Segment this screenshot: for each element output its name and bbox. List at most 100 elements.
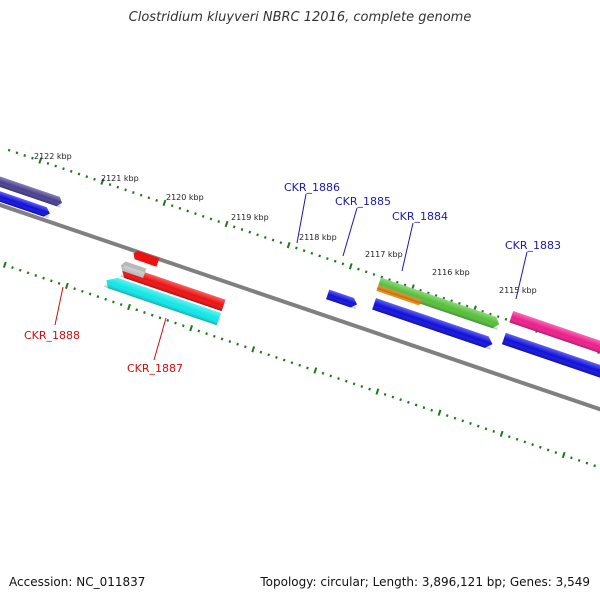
- tick-label: 2117 kbp: [365, 250, 403, 259]
- tick-label: 2121 kbp: [101, 174, 139, 183]
- label-ckr-1886[interactable]: CKR_1886: [284, 181, 340, 194]
- accession-text: Accession: NC_011837: [9, 575, 146, 589]
- tick-dot-inner: [135, 308, 139, 312]
- tick-dot-outer: [302, 249, 306, 253]
- label-ckr-1887[interactable]: CKR_1887: [127, 362, 183, 375]
- tick-dot-outer: [31, 156, 34, 160]
- tick-dot-outer: [85, 175, 89, 179]
- tick-dot-outer: [504, 317, 508, 321]
- tick-dot-outer: [217, 220, 221, 224]
- tick-dot-inner: [298, 363, 302, 367]
- tick-dot-inner: [554, 451, 558, 455]
- tick-dot-inner: [507, 435, 511, 439]
- tick-dot-outer: [348, 263, 353, 270]
- label-ckr-1883[interactable]: CKR_1883: [505, 239, 561, 252]
- tick-dot-inner: [469, 422, 472, 425]
- tick-dot-inner: [259, 350, 263, 354]
- tick-dot-outer: [341, 262, 345, 266]
- label-ckr-1884[interactable]: CKR_1884: [392, 210, 448, 223]
- tick-dot-inner: [290, 361, 294, 365]
- tick-dot-inner: [174, 321, 177, 325]
- tick-dot-inner: [407, 400, 410, 404]
- tick-dot-outer: [77, 172, 81, 176]
- tick-dot-inner: [461, 419, 465, 423]
- tick-dot-inner: [360, 385, 364, 388]
- tick-dot-outer: [240, 228, 244, 231]
- tick-dot-inner: [430, 408, 434, 412]
- tick-dot-inner: [585, 461, 589, 465]
- gene-reverse-red-small[interactable]: [132, 250, 160, 267]
- tick-dot-outer: [279, 241, 283, 245]
- tick-dot-inner: [236, 342, 239, 346]
- tick-dot-outer: [232, 225, 236, 229]
- tick-dot-inner: [275, 355, 278, 359]
- tick-dot-inner: [329, 374, 333, 378]
- tick-dot-inner: [112, 300, 115, 304]
- tick-dot-outer: [194, 212, 197, 216]
- tick-dot-outer: [286, 242, 291, 249]
- label-ckr-1885[interactable]: CKR_1885: [335, 195, 391, 208]
- map-title: Clostridium kluyveri NBRC 12016, complet…: [128, 10, 472, 25]
- tick-dot-outer: [23, 154, 26, 157]
- tick-dot-outer: [263, 235, 267, 239]
- tick-dot-outer: [15, 151, 19, 155]
- tick-dot-inner: [88, 292, 92, 296]
- tick-dot-inner: [414, 403, 418, 407]
- tick-dot-outer: [108, 183, 112, 187]
- tick-dot-inner: [484, 427, 488, 431]
- tick-dot-inner: [220, 337, 224, 341]
- tick-dot-outer: [372, 272, 376, 276]
- tick-dot-inner: [143, 311, 146, 314]
- tick-dot-inner: [375, 388, 380, 395]
- tick-dot-outer: [357, 267, 360, 271]
- tick-dot-outer: [295, 246, 298, 250]
- leader-ckr-1886: [296, 193, 307, 244]
- leader-ckr-1885: [342, 207, 358, 257]
- tick-dot-inner: [437, 409, 442, 416]
- leader-ckr-1884: [401, 222, 414, 272]
- tick-dot-inner: [453, 416, 457, 420]
- tick-dot-inner: [150, 313, 154, 317]
- tick-dot-outer: [62, 167, 65, 171]
- tick-dot-outer: [69, 169, 73, 173]
- tick-dot-inner: [337, 377, 340, 381]
- tick-dot-inner: [321, 371, 325, 375]
- tick-dot-inner: [81, 289, 84, 293]
- tick-dot-inner: [306, 366, 309, 370]
- tick-dot-outer: [201, 214, 205, 218]
- tick-dot-inner: [104, 297, 107, 301]
- tick-dot-inner: [313, 367, 318, 374]
- tick-dot-outer: [93, 177, 96, 181]
- tick-dot-inner: [251, 346, 256, 353]
- leader-ckr-1888: [54, 286, 64, 326]
- tick-row-inner: [2, 261, 597, 468]
- leader-ckr-1887: [153, 317, 167, 361]
- tick-label: 2120 kbp: [166, 193, 204, 202]
- tick-dot-inner: [197, 329, 201, 333]
- tick-dot-inner: [267, 353, 271, 357]
- tick-dot-inner: [2, 261, 7, 268]
- gene-shading: [0, 172, 600, 389]
- tick-dot-inner: [561, 451, 566, 459]
- tick-dot-outer: [224, 220, 229, 228]
- tick-dot-inner: [166, 318, 170, 322]
- tick-dot-inner: [127, 303, 131, 311]
- tick-dot-inner: [57, 281, 61, 285]
- tick-dot-inner: [96, 295, 100, 299]
- tick-dot-inner: [64, 282, 69, 290]
- tick-dot-outer: [186, 209, 190, 213]
- rotated-track-group: [0, 148, 600, 468]
- tick-dot-outer: [170, 204, 174, 208]
- tick-dot-outer: [364, 270, 368, 274]
- tick-dot-inner: [383, 392, 387, 396]
- label-ckr-1888[interactable]: CKR_1888: [24, 329, 80, 342]
- tick-dot-inner: [352, 382, 356, 386]
- tick-dot-inner: [34, 274, 38, 277]
- tick-dot-outer: [100, 178, 105, 185]
- tick-dot-outer: [46, 161, 50, 165]
- genome-summary-text: Topology: circular; Length: 3,896,121 bp…: [260, 575, 590, 589]
- tick-dot-inner: [11, 266, 14, 270]
- leader-ckr-1883: [515, 251, 528, 300]
- tick-dot-inner: [282, 358, 286, 362]
